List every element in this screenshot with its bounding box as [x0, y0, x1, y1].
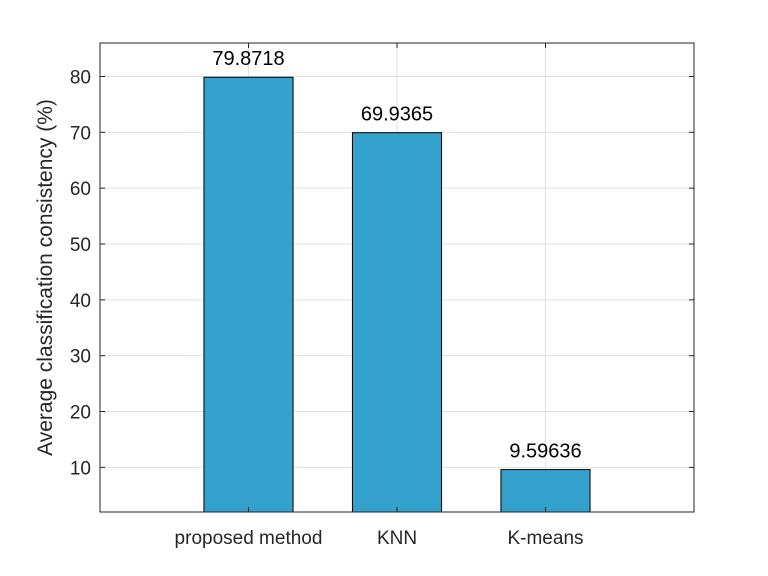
- bar-knn: [351, 132, 443, 513]
- data-label: 79.8718: [212, 48, 284, 70]
- y-tick-label: 20: [70, 403, 91, 424]
- bar-proposed-method: [203, 76, 294, 513]
- y-tick-label: 30: [70, 347, 91, 368]
- bar-k-means: [500, 469, 591, 513]
- y-tick-label: 80: [70, 68, 91, 89]
- data-label: 69.9365: [361, 104, 433, 126]
- y-tick-label: 10: [70, 458, 91, 479]
- y-tick-label: 50: [70, 235, 91, 256]
- x-tick-label: proposed method: [175, 528, 323, 549]
- y-tick-label: 40: [70, 291, 91, 312]
- y-tick-label: 60: [70, 179, 91, 200]
- bars: [203, 76, 591, 513]
- y-axis-label: Average classification consistency (%): [34, 99, 57, 456]
- data-labels: 79.8718 69.9365 9.59636: [212, 48, 581, 462]
- x-ticks: proposed method KNN K-means: [175, 43, 584, 549]
- x-tick-label: KNN: [377, 528, 417, 549]
- x-tick-label: K-means: [507, 528, 583, 549]
- data-label: 9.59636: [509, 441, 581, 463]
- y-tick-label: 70: [70, 123, 91, 144]
- y-ticks: 10 20 30 40 50 60 70 80: [70, 68, 694, 479]
